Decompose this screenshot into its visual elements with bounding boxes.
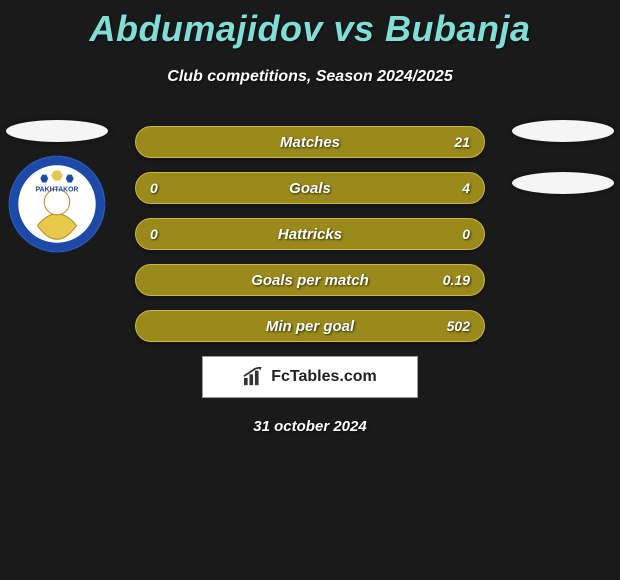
stat-right-value: 0.19 [443, 272, 470, 288]
stat-row-goals-per-match: Goals per match 0.19 [135, 264, 485, 296]
page-subtitle: Club competitions, Season 2024/2025 [0, 68, 620, 86]
player-right-avatar-placeholder [512, 120, 614, 142]
player-left-column: PAKHTAKOR [2, 120, 112, 254]
stat-left-value: 0 [150, 226, 158, 242]
stat-left-value: 0 [150, 180, 158, 196]
comparison-area: PAKHTAKOR Matches 21 0 Goals 4 0 Hattric… [0, 126, 620, 336]
svg-text:PAKHTAKOR: PAKHTAKOR [36, 186, 79, 193]
stat-label: Matches [280, 134, 340, 151]
footer-date: 31 october 2024 [0, 418, 620, 435]
stat-label: Min per goal [266, 318, 354, 335]
pakhtakor-badge-icon: PAKHTAKOR [8, 155, 106, 253]
stat-right-value: 502 [447, 318, 470, 334]
player-left-club-badge: PAKHTAKOR [7, 154, 107, 254]
brand-box[interactable]: FcTables.com [202, 356, 418, 398]
player-right-column [508, 120, 618, 194]
stat-row-goals: 0 Goals 4 [135, 172, 485, 204]
stat-right-value: 21 [454, 134, 470, 150]
stat-label: Goals [289, 180, 331, 197]
stats-rows: Matches 21 0 Goals 4 0 Hattricks 0 Goals… [135, 126, 485, 342]
player-right-club-placeholder [512, 172, 614, 194]
stat-row-hattricks: 0 Hattricks 0 [135, 218, 485, 250]
page-title: Abdumajidov vs Bubanja [0, 0, 620, 50]
stat-label: Hattricks [278, 226, 342, 243]
player-left-avatar-placeholder [6, 120, 108, 142]
stat-row-min-per-goal: Min per goal 502 [135, 310, 485, 342]
stat-right-value: 4 [462, 180, 470, 196]
stat-label: Goals per match [251, 272, 369, 289]
brand-text: FcTables.com [271, 368, 377, 386]
stat-row-matches: Matches 21 [135, 126, 485, 158]
bar-chart-icon [243, 367, 265, 387]
stat-right-value: 0 [462, 226, 470, 242]
